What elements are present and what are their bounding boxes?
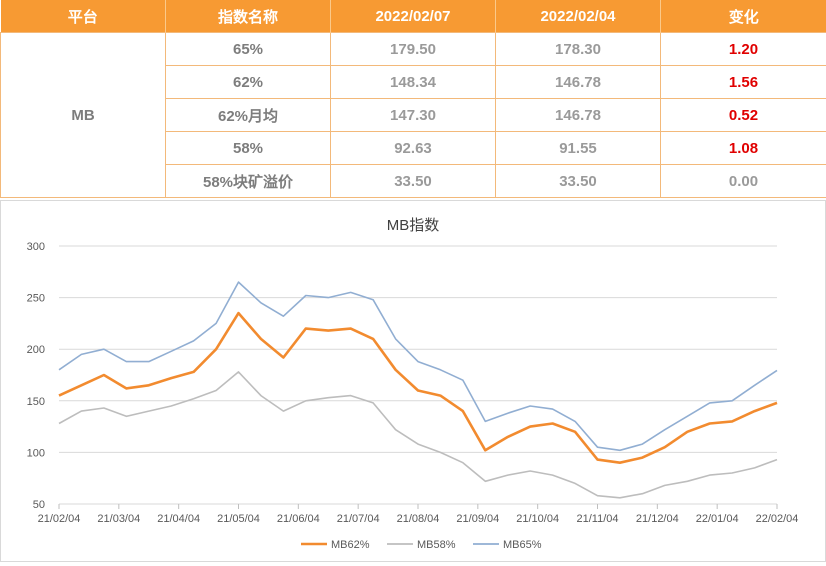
value-date-2-cell: 146.78 [496,66,661,99]
legend-label: MB65% [503,539,542,551]
header-change: 变化 [661,0,826,33]
header-date-2: 2022/02/04 [496,0,661,33]
change-cell: 1.56 [661,66,826,99]
header-platform: 平台 [1,0,166,33]
x-tick-label: 21/02/04 [38,513,81,525]
y-tick-label: 200 [27,344,45,356]
index-name-cell: 62%月均 [166,99,331,132]
y-tick-label: 100 [27,447,45,459]
index-name-cell: 65% [166,33,331,66]
value-date-1-cell: 33.50 [331,165,496,198]
x-tick-label: 21/05/04 [217,513,260,525]
chart-grid [59,246,777,504]
change-cell: 0.00 [661,165,826,198]
y-tick-label: 150 [27,396,45,408]
x-tick-label: 21/04/04 [157,513,200,525]
x-axis: 21/02/04 21/03/04 21/04/04 21/05/04 21/06/04… [38,504,799,525]
x-tick-label: 22/01/04 [696,513,739,525]
header-index-name: 指数名称 [166,0,331,33]
change-cell: 1.20 [661,33,826,66]
change-cell: 0.52 [661,99,826,132]
value-date-2-cell: 91.55 [496,132,661,165]
series-line-mb65 [59,282,777,450]
y-tick-label: 250 [27,293,45,305]
value-date-1-cell: 147.30 [331,99,496,132]
y-axis: 50 100 150 200 250 300 [27,241,45,511]
table-header-row: 平台 指数名称 2022/02/07 2022/02/04 变化 [1,0,826,33]
chart-legend: MB62% MB58% MB65% [301,539,542,551]
x-tick-label: 21/11/04 [576,513,618,525]
value-date-1-cell: 179.50 [331,33,496,66]
legend-label: MB62% [331,539,370,551]
index-name-cell: 62% [166,66,331,99]
value-date-1-cell: 92.63 [331,132,496,165]
x-tick-label: 22/02/04 [756,513,799,525]
index-name-cell: 58%块矿溢价 [166,165,331,198]
index-name-cell: 58% [166,132,331,165]
series-lines [59,282,777,498]
x-tick-label: 21/06/04 [277,513,320,525]
x-tick-label: 21/08/04 [397,513,440,525]
value-date-2-cell: 33.50 [496,165,661,198]
legend-label: MB58% [417,539,456,551]
chart-title: MB指数 [387,217,440,234]
x-tick-label: 21/09/04 [456,513,499,525]
x-tick-label: 21/03/04 [97,513,140,525]
value-date-2-cell: 146.78 [496,99,661,132]
x-tick-label: 21/10/04 [516,513,559,525]
y-tick-label: 50 [33,499,45,511]
series-line-mb62 [59,313,777,463]
x-tick-label: 21/12/04 [636,513,679,525]
value-date-1-cell: 148.34 [331,66,496,99]
value-date-2-cell: 178.30 [496,33,661,66]
change-cell: 1.08 [661,132,826,165]
platform-cell: MB [1,33,166,198]
y-tick-label: 300 [27,241,45,253]
header-date-1: 2022/02/07 [331,0,496,33]
x-tick-label: 21/07/04 [337,513,380,525]
